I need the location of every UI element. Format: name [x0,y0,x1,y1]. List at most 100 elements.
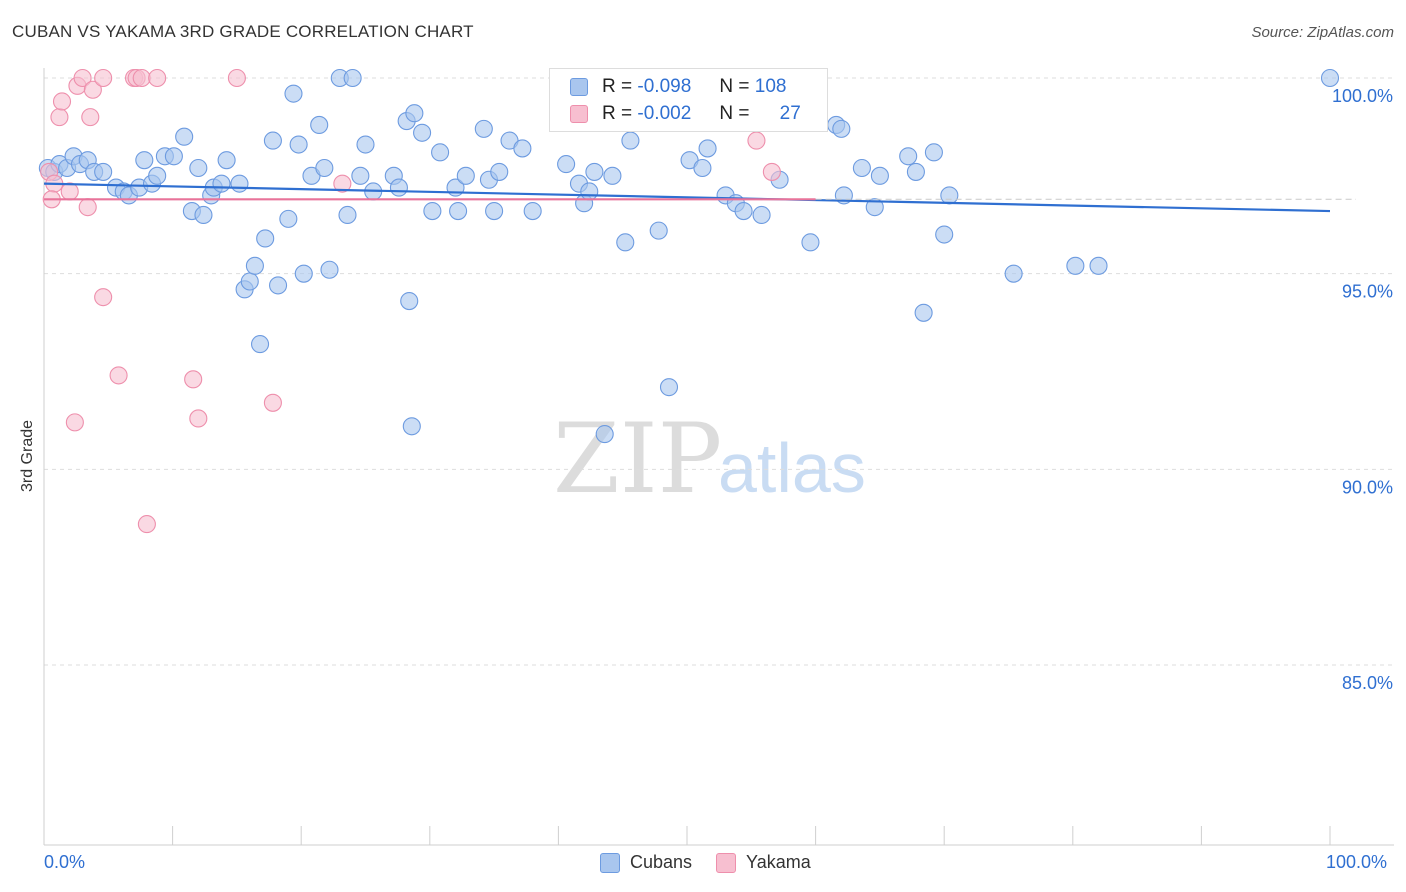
cubans-point [734,202,753,221]
cubans-point [659,378,679,397]
legend-item-yakama[interactable]: Yakama [716,852,811,873]
cubans-point [343,68,362,88]
cubans-point [649,221,668,240]
cubans-point [621,131,640,150]
cubans-point [94,162,113,181]
yakama-point [50,108,69,127]
yakama-point [83,80,102,99]
cubans-point [474,119,493,138]
yakama-point [94,288,113,307]
watermark-zip: ZIP [553,403,722,515]
cubans-point [351,166,370,185]
yakama-point [73,68,92,88]
cubans-point [935,225,954,244]
cubans-point [356,135,375,154]
chart-title: CUBAN VS YAKAMA 3RD GRADE CORRELATION CH… [12,22,474,41]
yakama-n-value: 27 [779,103,801,124]
cubans-legend-swatch [600,852,620,873]
yakama-point [52,92,72,111]
cubans-point [924,143,943,162]
correlation-legend: R = -0.098 N = 108 R = -0.002 N = 27 [549,68,828,132]
cubans-point [832,119,851,138]
cubans-point [801,233,820,252]
y-tick-label: 100.0% [1332,86,1393,106]
yakama-point [109,366,128,385]
cubans-point [269,276,288,295]
cubans-point [914,303,933,322]
yakama-point [227,68,246,88]
yakama-point [762,162,781,181]
yakama-r-label: R = [602,103,633,124]
cubans-point [431,143,450,162]
cubans-point [256,229,275,248]
cubans-point [338,205,357,225]
cubans-point [164,147,183,166]
cubans-point [189,158,208,178]
cubans-point [485,202,504,221]
cubans-point [402,417,421,436]
cubans-point [1320,68,1340,88]
legend-row-cubans: R = -0.098 N = 108 [570,75,786,99]
cubans-point [194,205,213,225]
cubans-point [405,104,424,123]
cubans-point [693,158,712,178]
y-tick-label: 90.0% [1342,477,1393,497]
yakama-point [132,68,151,88]
cubans-point [135,151,154,170]
yakama-point [184,370,203,389]
yakama-point [137,515,156,534]
yakama-n-label: N = [719,103,750,124]
cubans-point [212,174,231,193]
cubans-point [294,264,313,283]
cubans-point [1004,264,1023,283]
cubans-point [230,174,249,193]
yakama-point [747,131,766,150]
cubans-point [852,158,871,178]
yakama-point [94,68,113,88]
cubans-point [1089,256,1108,275]
series-legend: Cubans Yakama [600,852,835,873]
cubans-point [490,162,509,181]
legend-row-yakama: R = -0.002 N = 27 [570,102,801,126]
yakama-point [60,182,79,201]
cubans-r-label: R = [602,76,633,97]
watermark-atlas: atlas [718,429,866,507]
cubans-point [449,202,468,221]
cubans-point [413,123,432,142]
cubans-n-value: 108 [754,76,787,97]
cubans-point [279,209,298,228]
y-tick-label: 95.0% [1342,282,1393,302]
yakama-point [263,393,282,412]
cubans-point [603,166,622,185]
cubans-point [289,135,308,154]
cubans-point [400,292,419,311]
yakama-legend-label: Yakama [746,852,811,872]
yakama-point [81,108,100,127]
cubans-point [423,202,442,221]
cubans-point [240,272,259,291]
cubans-point [698,139,717,158]
cubans-point [870,166,889,185]
cubans-point [456,166,475,185]
cubans-point [250,335,270,354]
cubans-point [752,205,771,225]
cubans-point [906,162,925,181]
cubans-point [940,186,959,205]
cubans-point [263,131,282,150]
yakama-point [333,174,352,193]
cubans-point [320,260,339,279]
x-axis-max-label: 100.0% [1326,852,1388,872]
y-tick-label: 85.0% [1342,673,1393,693]
yakama-legend-swatch [716,852,737,873]
cubans-point [557,155,576,174]
cubans-point [513,139,532,158]
yakama-point [148,68,167,88]
yakama-point [65,413,84,432]
yakama-r-value: -0.002 [637,103,692,124]
cubans-point [284,84,303,103]
cubans-point [389,178,408,197]
legend-item-cubans[interactable]: Cubans [600,852,692,873]
yakama-swatch [570,105,588,123]
yakama-point [78,198,97,217]
